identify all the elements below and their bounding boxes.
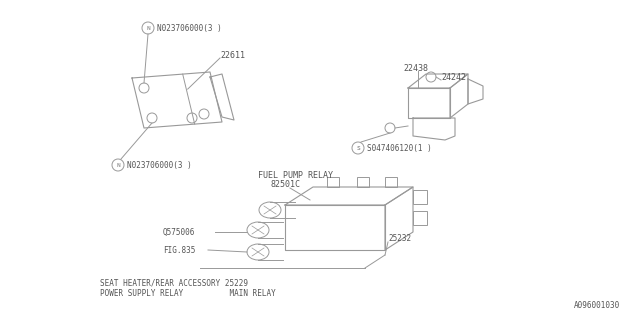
Bar — [327, 177, 339, 187]
Text: 22438: 22438 — [403, 63, 428, 73]
Bar — [357, 177, 369, 187]
Text: 82501C: 82501C — [270, 180, 300, 188]
Text: N023706000(3 ): N023706000(3 ) — [157, 23, 221, 33]
Text: FUEL PUMP RELAY: FUEL PUMP RELAY — [258, 171, 333, 180]
Bar — [413, 212, 427, 225]
Text: A096001030: A096001030 — [573, 301, 620, 310]
Bar — [385, 177, 397, 187]
Text: POWER SUPPLY RELAY          MAIN RELAY: POWER SUPPLY RELAY MAIN RELAY — [100, 290, 276, 299]
Text: N023706000(3 ): N023706000(3 ) — [127, 161, 192, 170]
Text: 25232: 25232 — [388, 234, 411, 243]
Text: 22611: 22611 — [220, 51, 245, 60]
Text: Q575006: Q575006 — [163, 228, 195, 236]
Text: S047406120(1 ): S047406120(1 ) — [367, 143, 432, 153]
Bar — [413, 190, 427, 204]
Text: SEAT HEATER/REAR ACCESSORY 25229: SEAT HEATER/REAR ACCESSORY 25229 — [100, 278, 248, 287]
Text: S: S — [356, 146, 360, 150]
Text: N: N — [116, 163, 120, 167]
Text: FIG.835: FIG.835 — [163, 245, 195, 254]
Text: 24242: 24242 — [441, 73, 466, 82]
Text: N: N — [146, 26, 150, 30]
